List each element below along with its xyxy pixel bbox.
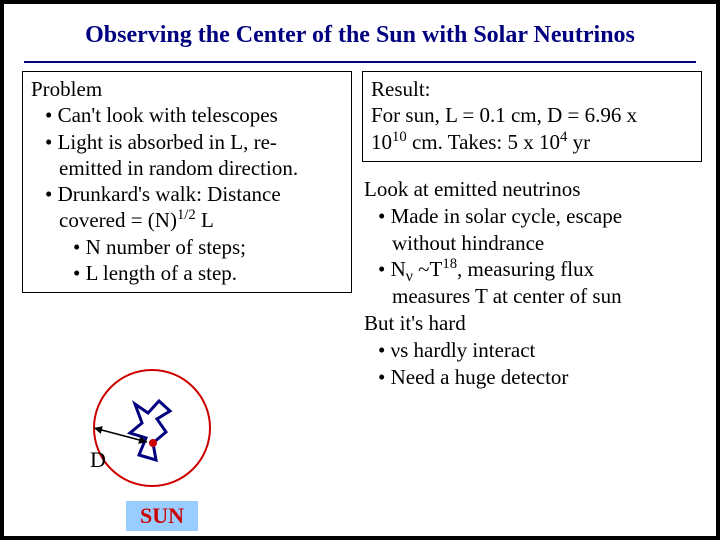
neutrino-line: • Nν ~T18, measuring flux [364,256,700,283]
d-arrow-head-left [94,426,103,434]
sun-label: SUN [126,501,198,531]
text: L [196,208,214,232]
but-line: • νs hardly interact [364,337,700,364]
problem-sub: • N number of steps; [31,234,343,260]
result-box: Result: For sun, L = 0.1 cm, D = 6.96 x … [362,71,702,162]
but-heading: But it's hard [364,310,700,337]
sup: 10 [392,129,407,145]
random-walk-path [130,401,170,460]
text: ~T [413,257,442,281]
problem-line: • Can't look with telescopes [31,102,343,128]
text: cm. Takes: 5 x 10 [407,130,560,154]
text: yr [567,130,590,154]
sun-circle [94,370,210,486]
sup: 1/2 [177,207,196,223]
neutrino-block: Look at emitted neutrinos • Made in sola… [362,176,702,391]
text: covered = (N) [59,208,177,232]
result-line: For sun, L = 0.1 cm, D = 6.96 x [371,102,693,128]
problem-line: emitted in random direction. [31,155,343,181]
result-line: 1010 cm. Takes: 5 x 104 yr [371,129,693,155]
problem-line: • Drunkard's walk: Distance [31,181,343,207]
problem-box: Problem • Can't look with telescopes • L… [22,71,352,293]
right-column: Result: For sun, L = 0.1 cm, D = 6.96 x … [362,71,702,391]
text: 10 [371,130,392,154]
d-label: D [90,447,106,473]
neutrino-line: • Made in solar cycle, escape [364,203,700,230]
but-line: • Need a huge detector [364,364,700,391]
text: , measuring flux [457,257,594,281]
neutrino-line: without hindrance [364,230,700,257]
sup: 18 [442,256,457,272]
content-area: Problem • Can't look with telescopes • L… [4,63,716,391]
left-column: Problem • Can't look with telescopes • L… [22,71,352,391]
sun-figure: D SUN [52,363,252,543]
sun-center-dot [149,439,157,447]
problem-sub: • L length of a step. [31,260,343,286]
problem-line: • Light is absorbed in L, re- [31,129,343,155]
page-title: Observing the Center of the Sun with Sol… [24,22,696,49]
result-heading: Result: [371,76,693,102]
neutrino-line: measures T at center of sun [364,283,700,310]
neutrino-heading: Look at emitted neutrinos [364,176,700,203]
problem-covered: covered = (N)1/2 L [31,207,343,233]
text: • N [378,257,406,281]
problem-heading: Problem [31,76,343,102]
